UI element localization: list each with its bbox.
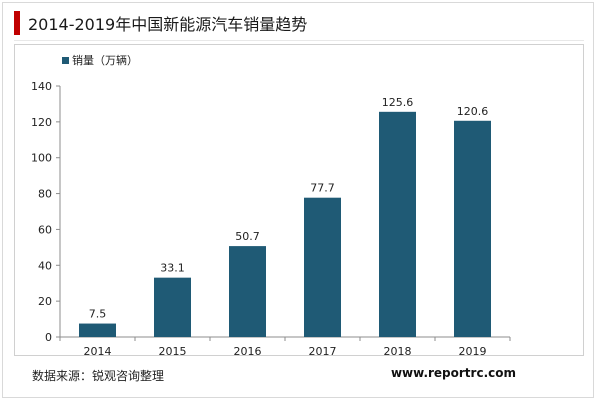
bar-2015 (154, 277, 191, 337)
x-tick-label: 2018 (384, 345, 412, 358)
chart-title: 2014-2019年中国新能源汽车销量趋势 (28, 15, 308, 34)
y-tick-label: 120 (31, 116, 52, 129)
x-tick-label: 2019 (459, 345, 487, 358)
y-tick-label: 20 (38, 295, 52, 308)
y-tick-label: 40 (38, 259, 52, 272)
data-label-2017: 77.7 (310, 182, 335, 195)
title-divider (14, 40, 584, 41)
y-tick-label: 140 (31, 80, 52, 93)
bar-2016 (229, 246, 266, 337)
y-tick-label: 60 (38, 223, 52, 236)
data-label-2014: 7.5 (89, 308, 107, 321)
data-source: 数据来源：锐观咨询整理 (32, 369, 165, 383)
website-link[interactable]: www.reportrc.com (390, 366, 516, 380)
plot-area-border (14, 44, 584, 356)
legend-label: 销量（万辆） (72, 54, 138, 67)
data-label-2015: 33.1 (160, 262, 185, 275)
y-tick-label: 100 (31, 152, 52, 165)
x-tick-label: 2017 (309, 345, 337, 358)
title-row: 2014-2019年中国新能源汽车销量趋势 (14, 8, 307, 38)
data-label-2019: 120.6 (457, 105, 489, 118)
data-label-2016: 50.7 (235, 230, 260, 243)
bar-2014 (79, 323, 116, 337)
x-tick-label: 2014 (84, 345, 112, 358)
bar-2019 (454, 120, 491, 337)
y-tick-label: 0 (45, 331, 52, 344)
bar-2018 (379, 111, 416, 338)
title-accent-bar (14, 11, 20, 35)
x-tick-label: 2015 (159, 345, 187, 358)
y-tick-label: 80 (38, 188, 52, 201)
legend: 销量（万辆） (62, 52, 138, 68)
data-label-2018: 125.6 (382, 96, 414, 109)
x-tick-label: 2016 (234, 345, 262, 358)
bar-2017 (304, 197, 341, 337)
legend-swatch (62, 56, 69, 64)
